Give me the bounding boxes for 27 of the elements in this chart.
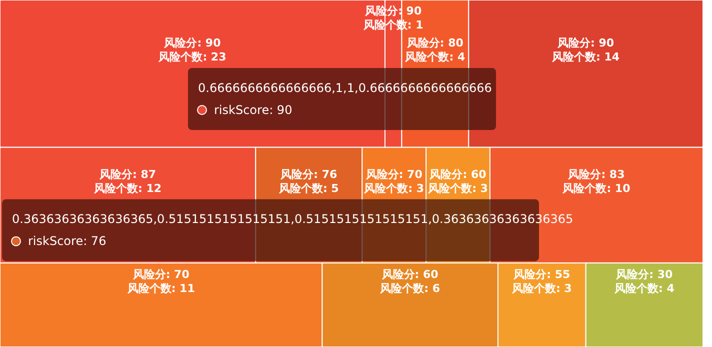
category-label: 风险分: 70 xyxy=(132,268,190,281)
data-label: 风险个数: 5 xyxy=(278,182,339,196)
category-label: 风险分: 90 xyxy=(163,36,222,50)
category-label: 风险分: 87 xyxy=(98,168,156,182)
data-label: 风险个数: 4 xyxy=(404,50,466,64)
category-label: 风险分: 76 xyxy=(280,168,338,182)
category-label: 风险分: 60 xyxy=(428,168,487,182)
category-label: 风险分: 90 xyxy=(556,36,614,50)
data-label: 风险个数: 23 xyxy=(158,50,226,64)
text: 0.6666666666666666,1,1,0.6666666666666666 xyxy=(198,81,492,95)
data-label: 风险个数: 10 xyxy=(562,182,631,196)
data-label: 风险个数: 6 xyxy=(379,282,440,295)
text: riskScore: 90 xyxy=(214,103,292,117)
data-label: 风险个数: 11 xyxy=(126,282,195,295)
category-label: 风险分: 70 xyxy=(364,168,423,182)
text: riskScore: 76 xyxy=(28,234,106,248)
category-label: 风险分: 80 xyxy=(406,36,464,50)
category-label: 风险分: 83 xyxy=(567,168,625,182)
data-label: 风险个数: 3 xyxy=(427,182,488,196)
data-label: 风险个数: 12 xyxy=(93,182,162,196)
category-label: 风险分: 30 xyxy=(615,268,674,281)
data-label: 风险个数: 4 xyxy=(613,282,675,295)
data-label: 风险个数: 14 xyxy=(551,50,620,64)
data-label: 风险个数: 3 xyxy=(363,182,424,196)
category-label: 风险分: 60 xyxy=(380,268,439,281)
category-label: 风险分: 55 xyxy=(512,268,570,281)
data-label: 风险个数: 3 xyxy=(510,282,572,295)
